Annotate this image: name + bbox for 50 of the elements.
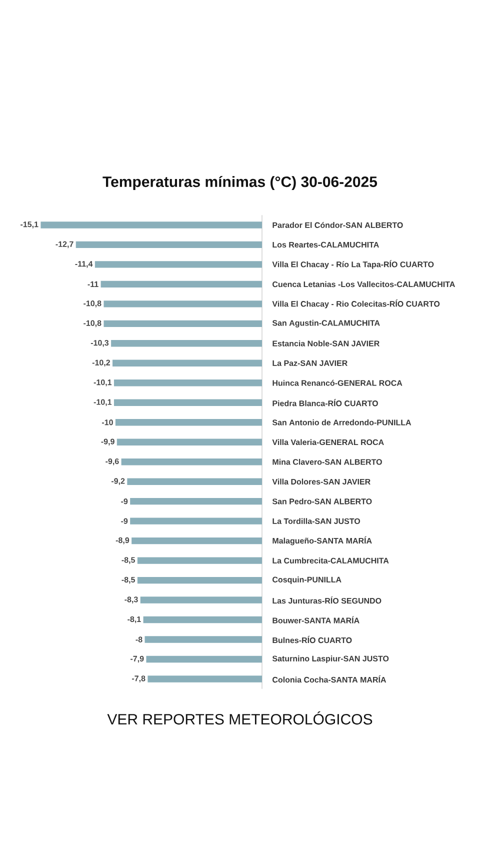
- y-tick-label: San Agustin-CALAMUCHITA: [272, 320, 380, 328]
- y-tick-label: Bouwer-SANTA MARÍA: [272, 616, 360, 624]
- y-tick-label: Estancia Noble-SAN JAVIER: [272, 340, 380, 346]
- data-label: -7,9: [130, 656, 144, 663]
- y-tick-label: San Pedro-SAN ALBERTO: [272, 498, 372, 504]
- y-tick-label: Villa El Chacay - Río La Tapa-RÍO CUARTO: [272, 260, 434, 269]
- y-tick-label: Parador El Cóndor-SAN ALBERTO: [272, 222, 403, 228]
- data-label: -8,1: [128, 616, 141, 624]
- data-label: -8,5: [122, 557, 135, 564]
- y-tick-label: Huinca Renancó-GENERAL ROCA: [272, 380, 402, 386]
- y-tick-label: La Paz-SAN JAVIER: [272, 360, 348, 366]
- data-label: -11: [88, 281, 98, 287]
- y-tick-label: Villa Dolores-SAN JAVIER: [272, 478, 370, 485]
- data-label: -10: [102, 420, 113, 426]
- data-label: -8,5: [122, 576, 135, 584]
- y-tick-label: Bulnes-RÍO CUARTO: [272, 636, 352, 644]
- y-tick-label: Villa Valeria-GENERAL ROCA: [272, 439, 384, 446]
- y-tick-label: Piedra Blanca-RÍO CUARTO: [272, 399, 378, 406]
- data-label: -8,9: [116, 537, 130, 544]
- data-label: -9: [121, 498, 128, 504]
- data-label: -9,2: [111, 478, 125, 486]
- y-tick-label: Los Reartes-CALAMUCHITA: [272, 242, 379, 248]
- y-tick-label: La Cumbrecita-CALAMUCHITA: [272, 558, 389, 564]
- y-tick-label: San Antonio de Arredondo-PUNILLA: [272, 419, 412, 426]
- data-label: -10,1: [94, 379, 112, 386]
- data-label: -8: [136, 636, 142, 642]
- data-label: -10,8: [84, 320, 102, 328]
- y-tick-label: Villa El Chacay - Rio Colecitas-RÍO CUARTO: [272, 300, 440, 308]
- y-tick-label: Las Junturas-RÍO SEGUNDO: [272, 596, 382, 604]
- y-tick-label: Colonia Cocha-SANTA MARÍA: [272, 675, 386, 683]
- data-label: -12,7: [56, 241, 74, 248]
- y-tick-label: Cuenca Letanias -Los Vallecitos-CALAMUCHITA: [272, 281, 455, 288]
- data-label: -10,1: [94, 399, 112, 406]
- data-label: -10,3: [90, 340, 109, 347]
- chart-title: Temperaturas mínimas (°C) 30-06-2025: [102, 176, 378, 190]
- data-label: -10,8: [84, 300, 102, 308]
- data-label: -15,1: [20, 222, 38, 228]
- data-label: -9: [121, 518, 128, 524]
- y-tick-label: Cosquin-PUNILLA: [272, 576, 342, 584]
- data-label: -7,8: [132, 676, 146, 682]
- text: VER REPORTES METEOROLÓGICOS: [107, 711, 372, 725]
- data-label: -8,3: [124, 596, 138, 604]
- y-tick-label: Saturnino Laspiur-SAN JUSTO: [272, 656, 389, 663]
- y-tick-label: La Tordilla-SAN JUSTO: [272, 518, 360, 524]
- data-label: -10,2: [92, 360, 110, 367]
- y-tick-label: Mina Clavero-SAN ALBERTO: [272, 458, 382, 465]
- data-label: -11,4: [75, 261, 93, 268]
- data-label: -9,9: [101, 438, 114, 446]
- data-label: -9,6: [106, 458, 119, 466]
- y-tick-label: Malagueño-SANTA MARÍA: [272, 536, 372, 546]
